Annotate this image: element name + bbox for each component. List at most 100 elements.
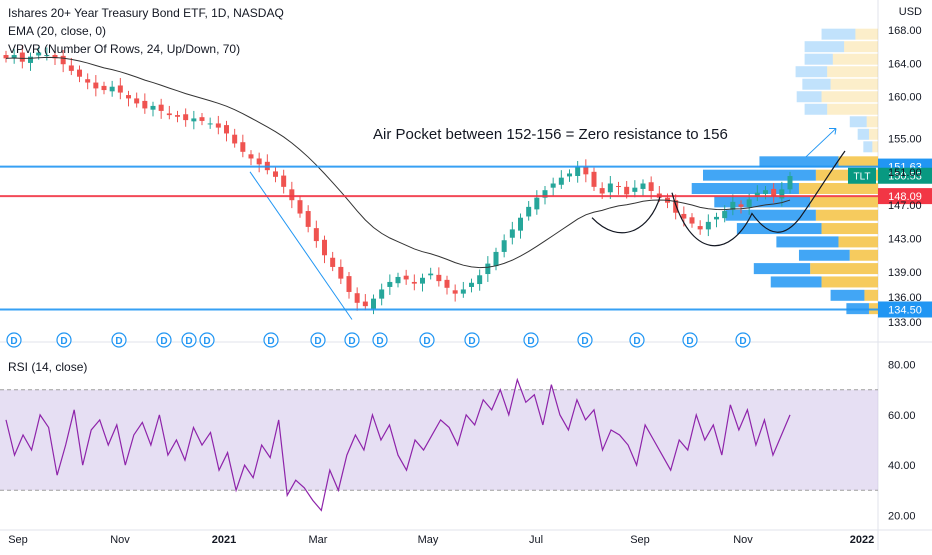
volume-profile-up-bar xyxy=(691,183,799,195)
candle-body xyxy=(305,211,311,227)
candle-body xyxy=(101,85,107,91)
price-axis-tick: 143.00 xyxy=(888,234,922,246)
candle-body xyxy=(632,187,638,192)
candle-body xyxy=(575,166,581,176)
candle-body xyxy=(746,199,752,207)
volume-profile-up-bar xyxy=(804,53,833,65)
volume-profile-down-bar xyxy=(798,183,878,195)
candle-body xyxy=(469,282,474,287)
projection-arrow-line xyxy=(805,128,837,158)
volume-profile-up-bar xyxy=(770,276,822,288)
candle-body xyxy=(19,52,25,62)
candle-body xyxy=(44,55,50,57)
candle-body xyxy=(199,117,205,121)
volume-profile-up-bar xyxy=(714,196,811,208)
time-axis-tick: May xyxy=(418,534,439,546)
projection-arrow-head xyxy=(829,127,837,135)
candle-body xyxy=(166,113,172,116)
last-price-tag xyxy=(878,167,932,184)
candle-body xyxy=(175,115,180,117)
candle-body xyxy=(11,55,17,59)
volume-profile-up-bar xyxy=(795,66,828,78)
air-pocket-annotation: Air Pocket between 152-156 = Zero resist… xyxy=(373,126,728,143)
volume-profile-up-bar xyxy=(796,91,822,103)
dividend-marker xyxy=(735,332,751,348)
candle-body xyxy=(28,56,33,63)
volume-profile-up-bar xyxy=(798,249,850,261)
price-axis-tick: 136.00 xyxy=(888,292,922,304)
candle-body xyxy=(567,173,572,177)
candle-body xyxy=(648,182,654,192)
rsi-indicator-label: RSI (14, close) xyxy=(8,360,88,374)
volume-profile-down-bar xyxy=(821,276,878,288)
level-price-tag xyxy=(878,188,932,205)
volume-profile-down-bar xyxy=(864,289,878,301)
candle-body xyxy=(207,123,213,125)
candle-body xyxy=(379,289,385,299)
candle-body xyxy=(558,177,564,185)
volume-profile-down-bar xyxy=(827,103,878,115)
candle-body xyxy=(518,217,523,231)
time-axis-tick: Sep xyxy=(8,534,28,546)
rsi-axis-tick: 20.00 xyxy=(888,510,916,522)
candle-body xyxy=(395,276,401,284)
candle-body xyxy=(420,277,425,284)
candle-body xyxy=(550,183,556,188)
dividend-marker xyxy=(6,332,22,348)
candle-body xyxy=(191,118,197,122)
dividend-marker-label: D xyxy=(633,336,640,347)
price-axis-tick: 133.00 xyxy=(888,317,922,329)
rsi-line xyxy=(5,377,791,512)
rsi-axis-tick: 60.00 xyxy=(888,410,916,422)
ema-line xyxy=(5,56,791,269)
candle-body xyxy=(689,217,695,224)
candle-body xyxy=(224,125,229,134)
dividend-marker-label: D xyxy=(581,336,588,347)
candle-body xyxy=(289,189,295,201)
volume-profile-down-bar xyxy=(838,236,878,248)
candle-body xyxy=(142,100,148,109)
candle-body xyxy=(330,257,336,267)
volume-profile-up-bar xyxy=(804,41,845,53)
candle-body xyxy=(583,166,589,175)
candle-body xyxy=(591,171,597,187)
candle-body xyxy=(215,123,221,128)
volume-profile-down-bar xyxy=(810,263,878,275)
dividend-marker-label: D xyxy=(160,336,167,347)
time-axis-tick: Jul xyxy=(529,534,543,546)
candle-body xyxy=(754,192,760,197)
candle-body xyxy=(77,69,82,77)
candle-body xyxy=(477,275,483,285)
candle-body xyxy=(673,200,679,213)
candle-body xyxy=(526,206,532,217)
level-price-label: 134.50 xyxy=(888,304,922,316)
candle-body xyxy=(436,274,442,282)
candle-body xyxy=(134,98,140,104)
dividend-marker xyxy=(464,332,480,348)
volume-profile-up-bar xyxy=(802,78,831,90)
price-axis-tick: 151.00 xyxy=(888,167,922,179)
dividend-marker-label: D xyxy=(185,336,192,347)
candle-body xyxy=(403,275,409,280)
candle-body xyxy=(85,79,91,83)
volume-profile-down-bar xyxy=(866,116,878,128)
candle-body xyxy=(387,281,393,287)
candle-body xyxy=(428,273,434,276)
dividend-marker xyxy=(263,332,279,348)
dividend-marker xyxy=(372,332,388,348)
candle-body xyxy=(599,188,605,194)
volume-profile-down-bar xyxy=(838,156,878,168)
dividend-marker-label: D xyxy=(10,336,17,347)
candle-body xyxy=(150,105,156,110)
candle-body xyxy=(779,189,785,199)
candle-body xyxy=(681,213,687,219)
candle-body xyxy=(3,55,9,59)
dividend-marker-label: D xyxy=(527,336,534,347)
volume-profile-up-bar xyxy=(804,103,828,115)
volume-profile-up-bar xyxy=(753,263,811,275)
dividend-marker-label: D xyxy=(267,336,274,347)
dividend-marker xyxy=(682,332,698,348)
candle-body xyxy=(534,197,540,210)
candle-body xyxy=(787,176,793,190)
